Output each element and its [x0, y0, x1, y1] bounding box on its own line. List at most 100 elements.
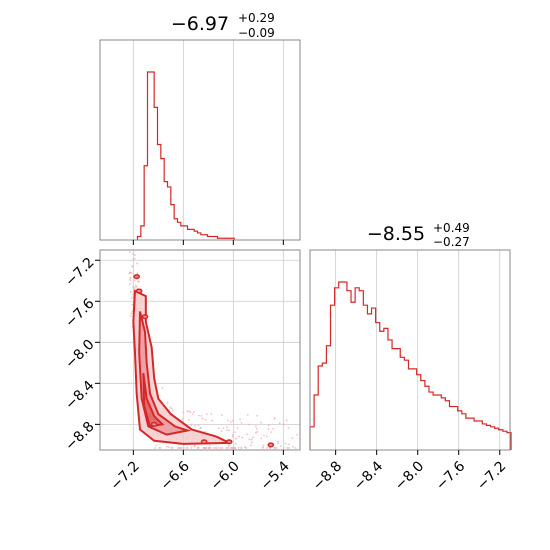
sc-sample-point	[128, 272, 131, 275]
sc-sample-point	[232, 419, 234, 422]
sc-sample-point	[240, 421, 243, 424]
sc-sample-point	[137, 280, 140, 283]
h2-grid	[335, 250, 501, 450]
h1-histogram-line	[136, 71, 235, 240]
sc-sample-point	[204, 418, 207, 421]
sc-sample-point	[269, 447, 272, 449]
sc-contour-island	[200, 439, 208, 445]
sc-sample-point	[248, 438, 251, 441]
sc-sample-point	[250, 438, 253, 441]
sc-sample-point	[130, 312, 133, 315]
sc-sample-point	[277, 440, 280, 443]
sc-sample-point	[197, 424, 200, 427]
sc-sample-point	[272, 427, 274, 430]
sc-sample-point	[288, 443, 290, 446]
h2-title-minus: −0.27	[433, 235, 470, 249]
sc-sample-point	[296, 433, 298, 436]
sc-sample-point	[207, 447, 210, 449]
sc-sample-point	[129, 290, 132, 293]
h2-tick-label: −8.4	[351, 458, 386, 493]
sc-sample-point	[171, 407, 173, 410]
sc-sample-point	[191, 413, 194, 416]
h2-tick-label: −8.0	[392, 458, 427, 493]
sc-sample-point	[190, 424, 192, 427]
sc-sample-point	[187, 419, 190, 422]
sc-grid	[100, 250, 300, 450]
h2-tick-label: −7.6	[433, 458, 468, 493]
sc-contour-island	[225, 439, 233, 445]
sc-sample-point	[221, 447, 224, 449]
sc-sample-point	[250, 441, 253, 444]
sc-contour-island	[267, 442, 275, 448]
sc-sample-point	[280, 445, 282, 448]
histogram-panel-x: −6.97 +0.29 −0.09	[99, 11, 301, 245]
sc-sample-point	[201, 417, 204, 420]
sc-sample-point	[222, 427, 225, 430]
sc-sample-point	[205, 413, 208, 416]
sc-sample-point	[198, 414, 200, 417]
sc-sample-point	[227, 429, 230, 432]
sc-sample-point	[231, 447, 234, 449]
sc-sample-point	[220, 430, 223, 432]
sc-sample-point	[262, 444, 265, 447]
sc-sample-point	[260, 437, 263, 440]
sc-sample-point	[211, 419, 214, 422]
sc-sample-point	[165, 445, 168, 448]
sc-sample-point	[255, 431, 257, 434]
sc-x-tick-label: −7.2	[108, 458, 143, 493]
sc-sample-point	[210, 413, 213, 415]
sc-sample-point	[132, 253, 134, 255]
h2-title: −8.55	[367, 223, 425, 245]
sc-sample-point	[208, 444, 211, 447]
sc-sample-point	[134, 284, 137, 287]
sc-sample-point	[277, 442, 280, 445]
sc-sample-point	[238, 435, 241, 438]
h2-histogram-line	[309, 281, 512, 450]
sc-sample-point	[212, 447, 215, 449]
sc-sample-point	[128, 251, 131, 253]
sc-sample-point	[193, 445, 196, 448]
sc-sample-point	[130, 272, 133, 274]
sc-sample-point	[154, 447, 157, 449]
sc-sample-point	[256, 414, 258, 417]
sc-x-tick-label: −5.4	[258, 458, 293, 493]
sc-sample-point	[134, 287, 137, 289]
sc-sample-point	[179, 447, 182, 449]
sc-sample-point	[136, 272, 139, 275]
sc-sample-point	[282, 423, 285, 426]
sc-sample-point	[248, 423, 251, 426]
sc-contour-outer	[132, 289, 230, 445]
sc-sample-point	[130, 297, 133, 300]
sc-sample-point	[134, 254, 136, 256]
sc-sample-point	[235, 437, 238, 440]
sc-sample-point	[183, 447, 185, 449]
sc-sample-point	[291, 445, 294, 448]
sc-sample-point	[246, 433, 248, 436]
sc-sample-point	[199, 426, 202, 429]
sc-y-tick-label: −8.0	[62, 337, 97, 372]
sc-sample-point	[203, 447, 205, 449]
sc-sample-point	[155, 444, 158, 447]
sc-sample-point	[177, 447, 179, 449]
sc-sample-point	[226, 429, 228, 432]
sc-sample-point	[219, 447, 222, 449]
histogram-panel-y: −8.8 −8.4 −8.0 −7.6 −7.2 −8.55 +0.49 −0.27	[309, 221, 512, 494]
sc-frame	[99, 249, 301, 451]
sc-sample-point	[286, 447, 289, 449]
sc-sample-point	[285, 419, 288, 422]
sc-sample-point	[255, 427, 258, 430]
h1-title-minus: −0.09	[238, 26, 275, 40]
sc-sample-point	[278, 422, 281, 425]
sc-sample-point	[220, 414, 223, 416]
sc-sample-point	[193, 411, 195, 413]
sc-sample-point	[131, 265, 134, 268]
sc-sample-point	[246, 414, 249, 416]
h2-tick-label: −8.8	[310, 458, 345, 493]
h2-frame	[309, 249, 511, 451]
sc-sample-point	[235, 442, 237, 445]
sc-sample-point	[288, 447, 291, 449]
sc-sample-point	[194, 425, 197, 427]
h2-title-plus: +0.49	[433, 221, 470, 235]
sc-y-tick-label: −7.6	[62, 296, 97, 331]
